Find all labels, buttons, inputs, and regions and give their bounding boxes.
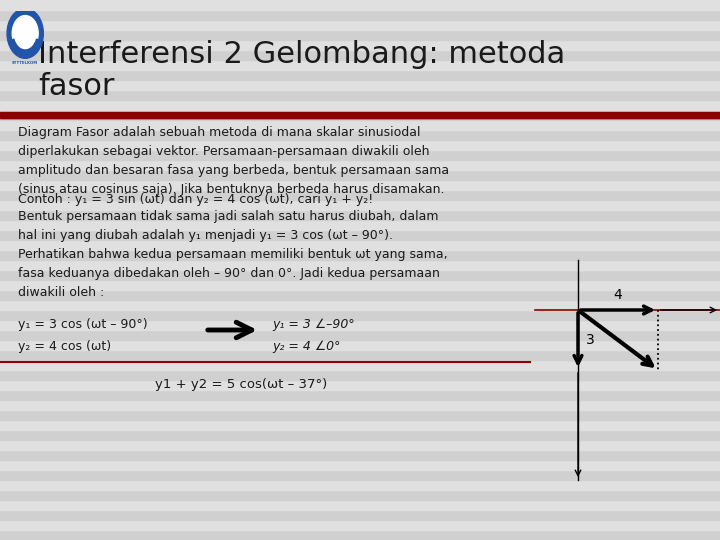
Bar [0,500,720,510]
Bar [0,300,720,310]
Text: Diagram Fasor adalah sebuah metoda di mana skalar sinusiodal
diperlakukan sebaga: Diagram Fasor adalah sebuah metoda di ma… [18,126,449,196]
Bar [0,390,720,400]
Bar [0,370,720,380]
Text: Bentuk persamaan tidak sama jadi salah satu harus diubah, dalam
hal ini yang diu: Bentuk persamaan tidak sama jadi salah s… [18,210,448,299]
Bar [0,140,720,150]
Bar [0,320,720,330]
Bar [0,400,720,410]
Bar [0,160,720,170]
Text: y₂ = 4 cos (ωt): y₂ = 4 cos (ωt) [18,340,111,353]
Bar [0,20,720,30]
Bar [0,430,720,440]
Wedge shape [10,39,40,56]
Circle shape [7,9,43,58]
Bar [0,440,720,450]
Bar [0,240,720,250]
Bar [0,60,720,70]
Bar [0,460,720,470]
Text: Interferensi 2 Gelombang: metoda: Interferensi 2 Gelombang: metoda [38,40,565,69]
Bar [0,100,720,110]
Text: STTTELKOM: STTTELKOM [12,62,38,65]
Bar [0,30,720,40]
Bar [0,110,720,120]
Bar [0,310,720,320]
Text: 4: 4 [613,288,622,302]
Bar [0,0,720,10]
Bar [0,450,720,460]
Bar [0,510,720,520]
Bar [0,340,720,350]
Bar [0,420,720,430]
Bar [0,410,720,420]
Bar [0,50,720,60]
Bar [0,230,720,240]
Bar [0,530,720,540]
Bar [0,260,720,270]
Circle shape [12,16,38,51]
Bar [0,380,720,390]
Bar [0,130,720,140]
Text: y₁ = 3 ∠–90°: y₁ = 3 ∠–90° [272,318,355,331]
Text: 3: 3 [586,333,595,347]
Bar [0,360,720,370]
Bar [0,470,720,480]
Text: y₂ = 4 ∠0°: y₂ = 4 ∠0° [272,340,341,353]
Bar [0,520,720,530]
Bar [0,112,720,118]
Bar [0,200,720,210]
Bar [0,350,720,360]
Bar [0,70,720,80]
Text: y1 + y2 = 5 cos(ωt – 37°): y1 + y2 = 5 cos(ωt – 37°) [155,378,328,391]
Bar [0,90,720,100]
Bar [0,120,720,130]
Bar [0,210,720,220]
Bar [0,330,720,340]
Bar [0,170,720,180]
Bar [0,40,720,50]
Bar [0,280,720,290]
Bar [0,190,720,200]
Bar [0,270,720,280]
Bar [0,10,720,20]
Text: y₁ = 3 cos (ωt – 90°): y₁ = 3 cos (ωt – 90°) [18,318,148,331]
Bar [0,150,720,160]
Text: fasor: fasor [38,72,114,101]
Bar [0,180,720,190]
Bar [0,480,720,490]
Bar [0,220,720,230]
Text: Contoh : y₁ = 3 sin (ωt) dan y₂ = 4 cos (ωt), cari y₁ + y₂!: Contoh : y₁ = 3 sin (ωt) dan y₂ = 4 cos … [18,193,373,206]
Bar [0,290,720,300]
Bar [0,490,720,500]
Bar [0,80,720,90]
Bar [0,250,720,260]
